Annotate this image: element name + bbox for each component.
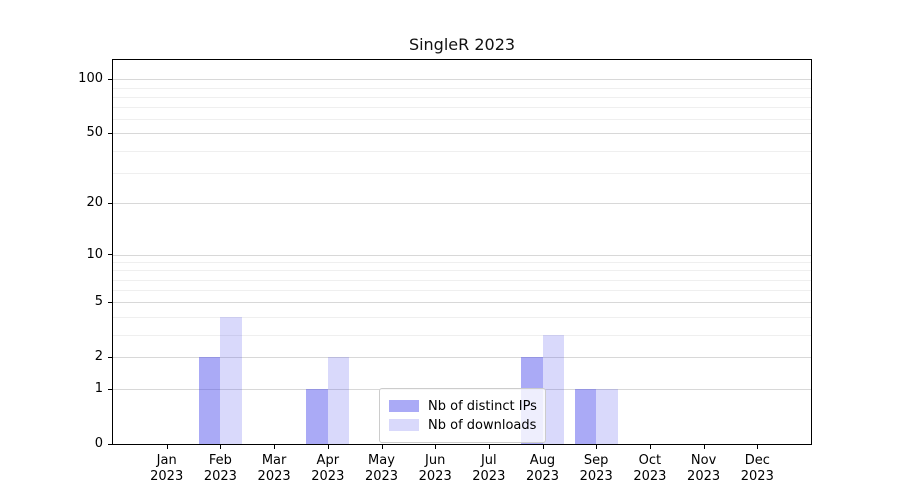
- x-tick-label-may: May 2023: [364, 453, 399, 484]
- y-tick-label-10: 10: [86, 246, 103, 262]
- x-tick-apr: [327, 445, 329, 449]
- gridline-major-20: [113, 203, 811, 205]
- x-tick-label-jun: Jun 2023: [418, 453, 452, 484]
- y-tick-label-50: 50: [86, 125, 103, 141]
- x-tick-label-feb: Feb 2023: [203, 453, 237, 484]
- x-tick-label-apr: Apr 2023: [311, 453, 345, 484]
- x-tick-label-sep: Sep 2023: [579, 453, 613, 484]
- legend-label-downloads: Nb of downloads: [428, 417, 537, 433]
- y-tick-20: [108, 202, 112, 204]
- x-tick-label-aug: Aug 2023: [525, 453, 560, 484]
- x-tick-feb: [220, 445, 222, 449]
- gridline-minor-3: [113, 334, 811, 336]
- y-tick-label-20: 20: [86, 195, 103, 211]
- gridline-minor-60: [113, 119, 811, 121]
- bar-downloads-sep: [596, 389, 618, 444]
- gridline-major-100: [113, 79, 811, 81]
- x-tick-jan: [166, 445, 168, 449]
- y-tick-label-0: 0: [94, 436, 103, 451]
- y-tick-100: [108, 78, 112, 80]
- legend: Nb of distinct IPs Nb of downloads: [379, 388, 546, 443]
- bar-downloads-apr: [327, 357, 350, 444]
- y-tick-10: [108, 254, 112, 255]
- legend-label-distinct-ips: Nb of distinct IPs: [428, 398, 537, 414]
- x-tick-may: [381, 445, 383, 449]
- bar-downloads-aug: [542, 334, 564, 444]
- legend-entry-downloads: Nb of downloads: [389, 418, 536, 433]
- legend-entry-distinct-ips: Nb of distinct IPs: [389, 398, 537, 414]
- gridline-minor-90: [113, 87, 811, 89]
- gridline-minor-30: [113, 172, 811, 174]
- x-tick-jul: [488, 445, 490, 449]
- gridline-major-5: [113, 302, 811, 304]
- x-tick-nov: [703, 445, 705, 449]
- x-tick-mar: [274, 445, 276, 449]
- gridline-major-2: [113, 357, 811, 359]
- gridline-major-10: [113, 254, 811, 256]
- x-tick-label-dec: Dec 2023: [740, 453, 774, 484]
- y-tick-2: [108, 356, 112, 358]
- legend-swatch-distinct-ips: [389, 400, 419, 412]
- gridline-minor-9: [113, 262, 811, 264]
- bar-downloads-feb: [220, 316, 242, 444]
- y-tick-label-100: 100: [78, 71, 103, 87]
- x-tick-label-oct: Oct 2023: [633, 453, 667, 484]
- y-tick-1: [108, 388, 112, 390]
- chart-title: SingleR 2023: [408, 35, 516, 54]
- y-tick-0: [108, 443, 112, 445]
- gridline-minor-8: [113, 270, 811, 272]
- bar-distinct-ips-feb: [198, 357, 221, 444]
- x-tick-aug: [542, 445, 544, 449]
- y-tick-label-2: 2: [94, 349, 103, 365]
- gridline-minor-4: [113, 316, 811, 318]
- x-tick-label-nov: Nov 2023: [687, 453, 721, 484]
- x-tick-label-jan: Jan 2023: [150, 453, 184, 484]
- gridline-minor-40: [113, 150, 811, 152]
- x-tick-oct: [649, 445, 651, 449]
- bar-distinct-ips-apr: [306, 389, 328, 444]
- y-tick-label-5: 5: [94, 294, 103, 310]
- x-tick-label-mar: Mar 2023: [257, 453, 291, 484]
- y-tick-label-1: 1: [94, 381, 103, 397]
- gridline-minor-70: [113, 107, 811, 109]
- gridline-major-50: [113, 133, 811, 135]
- x-tick-jun: [435, 445, 437, 449]
- y-tick-5: [108, 301, 112, 303]
- bar-distinct-ips-sep: [574, 389, 597, 444]
- x-tick-label-jul: Jul 2023: [472, 453, 506, 484]
- plot-area: [112, 59, 812, 445]
- x-tick-sep: [596, 445, 598, 449]
- legend-swatch-downloads: [389, 419, 419, 431]
- y-tick-50: [108, 132, 112, 134]
- gridline-minor-6: [113, 290, 811, 292]
- x-tick-dec: [757, 445, 759, 449]
- gridline-minor-7: [113, 279, 811, 281]
- gridline-minor-80: [113, 96, 811, 98]
